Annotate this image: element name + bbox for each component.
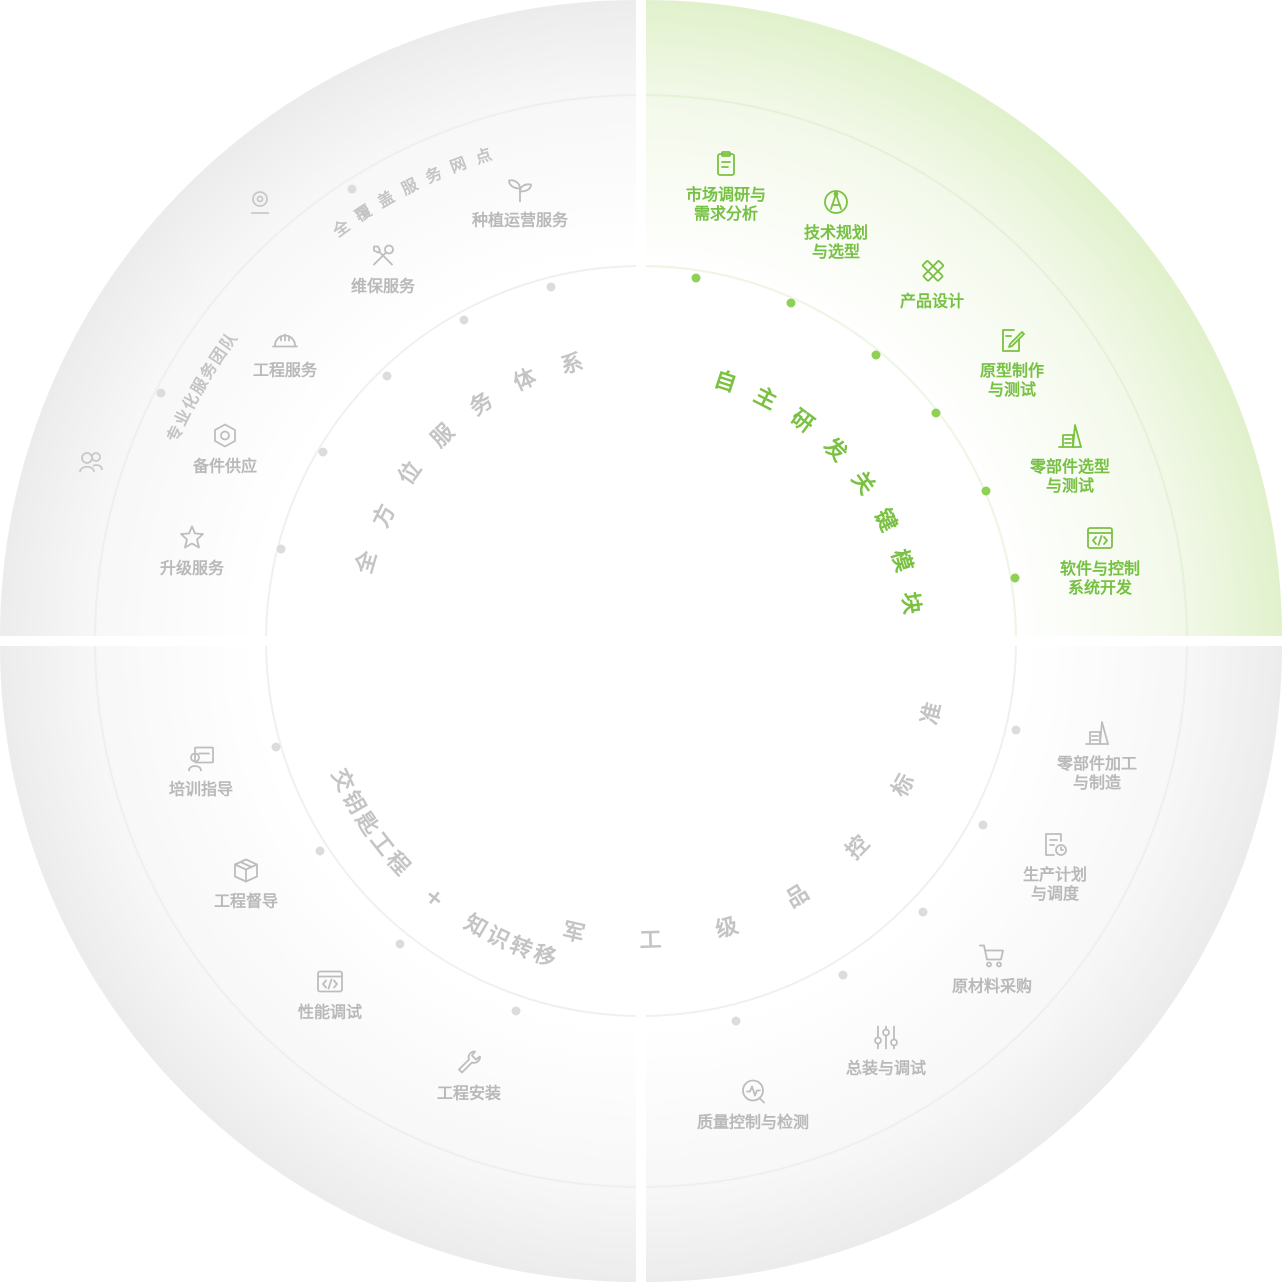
bottom-left-item-2: 工程督导	[214, 856, 278, 911]
ring-dot	[459, 315, 469, 325]
quadrant-bottom-right	[646, 646, 1282, 1282]
ring-dot	[871, 350, 881, 360]
ring-dot	[276, 544, 286, 554]
item-label: 工程督导	[213, 891, 279, 911]
ring-dot	[156, 388, 166, 398]
monitor-icon	[742, 1079, 765, 1104]
box-icon	[234, 858, 258, 883]
top-right-item-4: 原型制作 与测试	[980, 325, 1044, 399]
ring-dot	[511, 1006, 521, 1016]
sprout-icon	[508, 179, 532, 203]
ring-dot	[347, 184, 357, 194]
bottom-left-item-3: 性能调试	[298, 967, 362, 1022]
ring-dot	[315, 846, 325, 856]
item-label: 原型制作 与测试	[979, 361, 1045, 399]
item-label: 软件与控制 系统开发	[1059, 559, 1141, 597]
item-label: 种植运营服务	[471, 210, 569, 230]
ring-dot	[931, 408, 941, 418]
top-right-item-5: 零部件选型 与测试	[1030, 421, 1110, 495]
wrench-icon	[458, 1050, 481, 1074]
arc-title-char: 点	[473, 144, 494, 167]
item-label: 性能调试	[297, 1002, 363, 1022]
sliders-icon	[874, 1025, 898, 1050]
parts-icon	[1085, 721, 1109, 745]
ruler-pencil-icon	[921, 260, 945, 282]
item-label: 原材料采购	[951, 976, 1033, 996]
team-icon	[79, 452, 103, 473]
top-left-item-1: 种植运营服务	[472, 175, 568, 230]
parts-icon	[1058, 424, 1082, 448]
top-left-item-4: 备件供应	[193, 421, 257, 476]
item-label: 总装与调试	[845, 1058, 927, 1078]
bottom-left-item-1: 培训指导	[169, 744, 233, 799]
item-label: 生产计划 与调度	[1022, 865, 1088, 903]
bottom-right-item-4: 总装与调试	[846, 1023, 926, 1078]
top-left-item-2: 维保服务	[351, 241, 415, 296]
ring-dot	[395, 939, 405, 949]
ring-dot	[1010, 573, 1020, 583]
arc-title-char: 专	[163, 422, 187, 444]
code-window-icon	[1087, 527, 1113, 549]
location-icon	[251, 191, 269, 214]
ring-dot	[691, 273, 701, 283]
ring-dot	[318, 447, 328, 457]
top-right-item-2: 技术规划 与选型	[804, 187, 868, 261]
ring-dot	[981, 486, 991, 496]
item-label: 工程安装	[436, 1083, 502, 1103]
item-label: 维保服务	[350, 276, 416, 296]
item-label: 质量控制与检测	[696, 1112, 810, 1132]
compass-icon	[824, 190, 848, 214]
arc-title-char: 化	[179, 390, 203, 413]
quadrant-top-right	[646, 0, 1282, 636]
bottom-right-item-5: 质量控制与检测	[697, 1077, 809, 1132]
item-label: 零部件选型 与测试	[1029, 457, 1111, 495]
arc-title-char: 军	[560, 919, 587, 948]
top-right-item-6: 软件与控制 系统开发	[1060, 523, 1140, 597]
item-label: 备件供应	[192, 456, 258, 476]
ring-dot	[382, 371, 392, 381]
arc-title-char: 网	[447, 153, 469, 176]
cart-icon	[979, 944, 1004, 968]
quadrant-bottom-left	[0, 646, 636, 1282]
nut-icon	[214, 423, 236, 448]
top-right-item-3: 产品设计	[900, 256, 964, 311]
arc-title-char: 工	[639, 928, 662, 954]
bottom-right-item-3: 原材料采购	[952, 941, 1032, 996]
item-label: 工程服务	[252, 360, 318, 380]
ring-dot	[786, 298, 796, 308]
quadrant-top-left	[0, 0, 636, 636]
ring-dot	[918, 907, 928, 917]
bottom-left-item-4: 工程安装	[437, 1048, 501, 1103]
item-label: 技术规划 与选型	[803, 223, 869, 261]
top-left-item-5: 升级服务	[160, 523, 224, 578]
ring-dot	[546, 282, 556, 292]
ring-dot	[1011, 725, 1021, 735]
top-right-item-1: 市场调研与 需求分析	[686, 149, 766, 223]
bottom-right-item-2: 生产计划 与调度	[1023, 829, 1087, 903]
tools-icon	[373, 244, 394, 266]
trainer-icon	[188, 746, 214, 772]
item-label: 培训指导	[168, 779, 234, 799]
arc-title-char: 业	[171, 406, 195, 429]
star-badge-icon	[180, 525, 204, 549]
hardhat-icon	[272, 333, 298, 348]
ring-dot	[978, 820, 988, 830]
clipboard-icon	[717, 151, 735, 176]
item-label: 零部件加工 与制造	[1056, 754, 1138, 792]
bottom-right-item-1: 零部件加工 与制造	[1057, 718, 1137, 792]
arc-title-char: 块	[896, 590, 924, 616]
code-window-icon	[317, 970, 343, 993]
item-label: 市场调研与 需求分析	[685, 185, 767, 223]
schedule-icon	[1045, 833, 1067, 856]
edit-document-icon	[1002, 329, 1025, 352]
ring-dot	[731, 1016, 741, 1026]
top-left-item-3: 工程服务	[253, 325, 317, 380]
ring-dot	[271, 742, 281, 752]
ring-dot	[838, 970, 848, 980]
item-label: 产品设计	[899, 291, 965, 311]
item-label: 升级服务	[159, 558, 225, 578]
